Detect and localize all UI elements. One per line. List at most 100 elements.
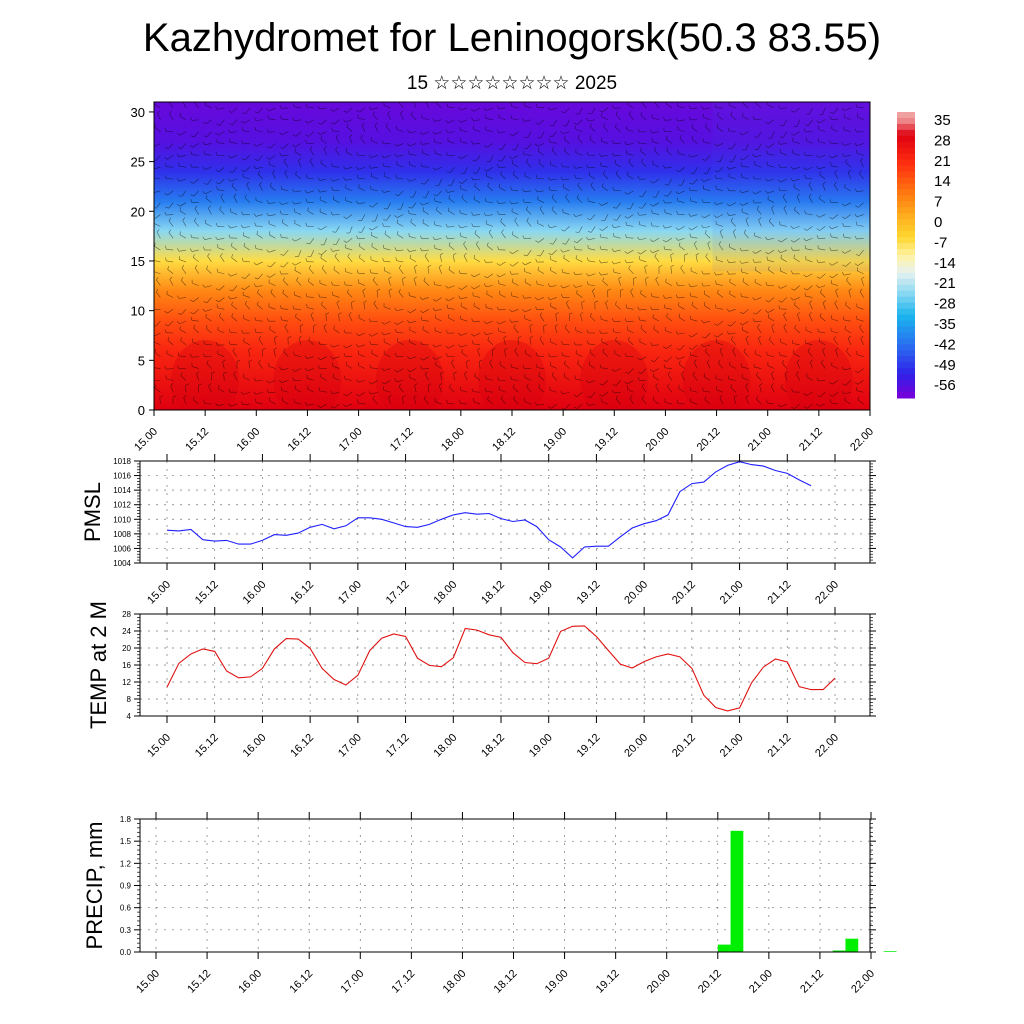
wind-barb-flag [433,194,438,197]
wind-barb [294,294,302,298]
wind-barb [730,114,736,120]
wind-barb [677,129,685,132]
wind-barb [856,390,864,393]
wind-barb-flag [497,211,499,215]
wind-barb-flag [253,213,257,217]
wind-barb-flag [292,305,295,310]
x-tick-label: 19.00 [527,579,555,607]
wind-barb [626,224,634,227]
wind-barb [409,178,417,182]
colorbar-segment [897,225,915,232]
wind-barb-flag [489,359,493,363]
wind-barb-flag [816,154,819,158]
wind-barb [588,175,596,180]
wind-barb [831,365,839,369]
wind-barb [447,226,455,228]
wind-barb-flag [164,163,167,167]
wind-barb [653,376,660,381]
wind-barb-flag [332,231,336,233]
wind-barb [511,118,519,121]
wind-barb-flag [771,323,775,327]
wind-barb-flag [675,330,678,335]
wind-barb-flag [343,403,346,407]
wind-barb-flag [523,151,525,155]
wind-barb-flag [574,246,576,250]
wind-barb [654,149,660,156]
colorbar-segment [897,260,915,268]
wind-barb [857,380,864,385]
wind-barb [793,297,800,301]
wind-barb-flag [803,288,808,291]
wind-barb-flag [203,246,205,251]
wind-barb-flag [740,363,742,368]
wind-barb [396,380,404,382]
wind-barb-flag [637,306,640,311]
wind-barb [756,375,762,381]
wind-barb [295,174,302,180]
wind-barb-flag [381,381,385,385]
wind-barb-flag [805,124,809,126]
wind-barb [283,351,289,357]
wind-barb-flag [816,276,821,279]
grid [140,818,872,953]
wind-barb-flag [714,323,718,326]
wind-barb [821,362,826,369]
wind-barb [166,260,174,263]
wind-barb [629,397,634,405]
wind-barb-flag [602,348,605,352]
wind-barb [409,249,417,253]
wind-barb-flag [554,323,559,327]
wind-barb [526,143,532,150]
wind-barb [526,161,532,168]
wind-barb-flag [841,203,845,207]
wind-barb-flag [458,270,461,274]
wind-barb [818,166,826,170]
wind-barb [357,177,366,180]
wind-barb-flag [445,235,448,239]
wind-barb [194,102,199,109]
wind-barb-flag [280,265,284,268]
wind-barb [640,151,647,156]
wind-barb-flag [374,122,378,126]
wind-barb-flag [765,281,768,286]
y-tick-label: 1006 [113,544,131,553]
wind-barb [626,261,634,264]
wind-barb-flag [777,404,781,408]
wind-barb-flag [164,310,168,314]
wind-barb [511,273,519,275]
wind-barb [259,184,263,191]
wind-barb [732,155,737,162]
wind-barb-flag [445,329,448,334]
wind-barb [219,315,225,322]
wind-barb-flag [752,116,755,120]
wind-barb-flag [165,206,169,209]
wind-barb-flag [228,295,231,300]
wind-barb-flag [509,309,513,313]
wind-barb [575,214,583,217]
wind-barb-flag [526,383,529,388]
wind-barb-flag [496,200,499,204]
wind-barb [447,403,455,405]
wind-barb-flag [793,183,795,188]
wind-barb [639,356,647,361]
wind-barb [320,226,327,231]
wind-barb [422,152,430,156]
wind-barb [515,143,519,151]
wind-barb-flag [355,379,359,383]
wind-barb [575,177,583,180]
wind-barb [613,249,621,252]
wind-barb-flag [701,282,704,287]
wind-barb [361,214,366,221]
x-tick-label: 18.12 [492,968,520,996]
wind-barb [181,143,187,149]
wind-barb [630,202,634,210]
wind-barb-flag [538,372,541,376]
wind-barb [307,119,314,124]
wind-barb-flag [628,158,631,163]
wind-barb [704,399,711,405]
wind-barb-flag [664,184,669,186]
wind-barb-flag [498,148,503,150]
wind-barb [284,172,289,180]
wind-barb [562,272,570,275]
wind-barb [268,223,276,227]
